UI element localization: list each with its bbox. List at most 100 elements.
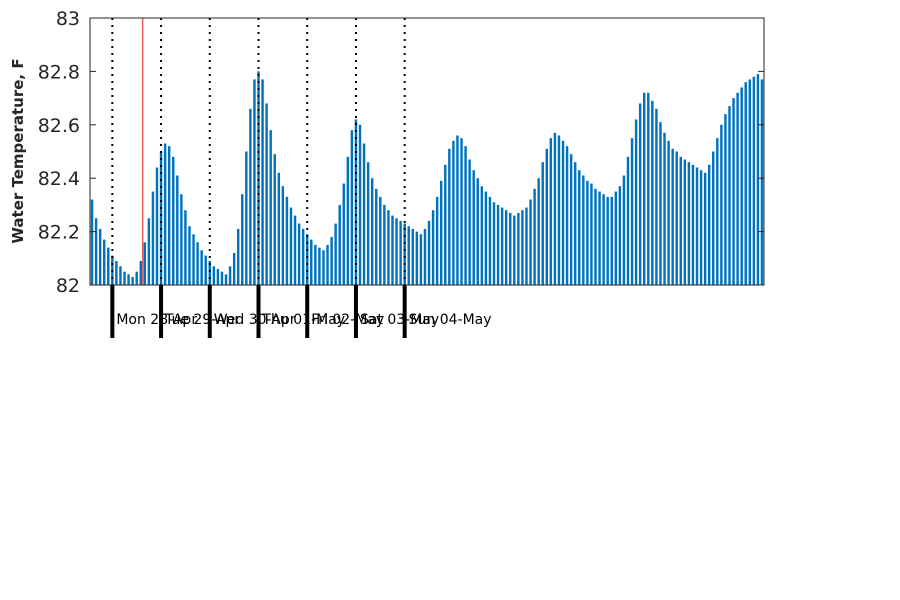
- y-axis-ticks: 82 82.2 82.4 82.6 82.8 83: [38, 8, 764, 297]
- bar: [643, 92, 646, 285]
- bar: [537, 178, 540, 285]
- bar: [720, 124, 723, 285]
- bar: [521, 210, 524, 285]
- bar: [403, 223, 406, 285]
- bar: [293, 215, 297, 285]
- bar: [752, 76, 756, 286]
- bar: [565, 146, 569, 285]
- bar: [598, 191, 601, 285]
- bar: [602, 194, 605, 285]
- bar: [155, 167, 159, 285]
- bar: [306, 234, 309, 285]
- bar: [553, 132, 557, 285]
- bar: [208, 260, 211, 285]
- bar: [163, 143, 167, 285]
- bar: [354, 119, 358, 286]
- bar: [167, 146, 171, 285]
- bar: [147, 218, 151, 285]
- bar: [509, 212, 512, 285]
- bar: [488, 196, 492, 285]
- bar: [732, 98, 735, 285]
- bar: [131, 276, 134, 285]
- bar: [716, 138, 719, 285]
- bar: [184, 210, 187, 285]
- bar: [370, 178, 374, 285]
- y-tick-label: 82.6: [38, 115, 80, 137]
- day-label: Sun 04-May: [409, 312, 492, 328]
- bar: [301, 228, 305, 285]
- bar: [310, 239, 313, 285]
- bar: [638, 103, 642, 285]
- bar: [760, 79, 764, 285]
- bar: [464, 146, 467, 285]
- bar: [375, 188, 378, 285]
- bar: [119, 266, 122, 285]
- bar: [102, 239, 106, 285]
- bar: [253, 79, 256, 285]
- bar: [431, 210, 435, 285]
- bar: [651, 100, 654, 286]
- bar: [196, 242, 199, 285]
- bar: [630, 138, 634, 285]
- bar-series: [90, 71, 764, 286]
- bar: [391, 215, 394, 285]
- bar: [610, 196, 613, 285]
- bar: [695, 167, 699, 285]
- bar: [216, 268, 220, 285]
- bar: [172, 156, 175, 285]
- bar: [143, 242, 147, 285]
- bar: [614, 191, 618, 285]
- bar: [439, 180, 443, 285]
- bar: [127, 274, 130, 285]
- bar: [606, 196, 609, 285]
- bar: [460, 138, 463, 285]
- bar: [188, 226, 191, 285]
- bar: [281, 186, 285, 285]
- day-label: Wed 30-Apr: [214, 312, 296, 328]
- bar: [269, 130, 272, 285]
- bar: [545, 148, 548, 285]
- bar: [407, 226, 410, 285]
- bar: [115, 260, 118, 285]
- bar: [366, 162, 370, 285]
- bar: [176, 175, 179, 285]
- bar: [594, 188, 597, 285]
- bar: [334, 223, 337, 285]
- bar: [220, 271, 224, 285]
- bar: [94, 218, 98, 285]
- bar: [342, 183, 345, 285]
- bar: [618, 186, 622, 285]
- bar: [675, 151, 678, 285]
- bar: [318, 247, 321, 285]
- bar: [724, 114, 727, 286]
- bar: [261, 79, 264, 285]
- bar: [492, 202, 496, 285]
- bar: [582, 175, 585, 285]
- bar: [411, 228, 415, 285]
- bar: [671, 148, 674, 285]
- y-tick-label: 82.8: [38, 61, 80, 83]
- bar: [634, 119, 638, 286]
- bar: [285, 196, 289, 285]
- bar: [180, 194, 183, 285]
- bar: [387, 210, 390, 285]
- bar: [139, 260, 142, 285]
- bar: [297, 223, 301, 285]
- bar: [395, 218, 398, 285]
- bar: [622, 175, 626, 285]
- bar: [655, 108, 658, 285]
- bar: [232, 252, 236, 285]
- bar: [691, 164, 695, 285]
- bar: [480, 186, 484, 285]
- bar: [245, 151, 248, 285]
- day-label: Thu 01-May: [262, 312, 346, 328]
- bar: [541, 162, 544, 285]
- bar: [452, 140, 455, 285]
- bar: [265, 103, 268, 285]
- bar: [667, 140, 670, 285]
- bar: [435, 196, 439, 285]
- bar: [322, 250, 325, 285]
- bar: [699, 170, 703, 285]
- bar: [224, 274, 228, 285]
